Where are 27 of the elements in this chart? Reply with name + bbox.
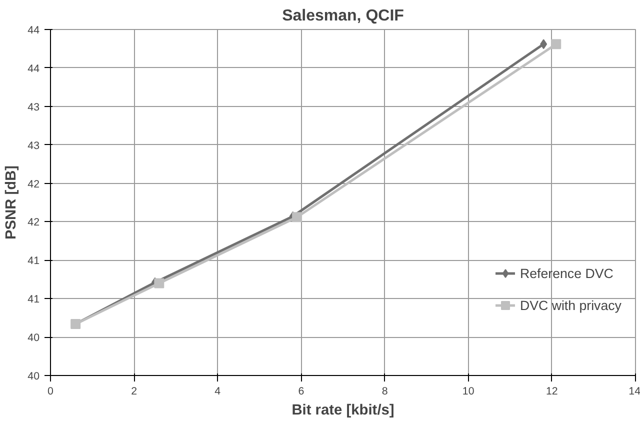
y-tick-label: 44 [28,24,40,36]
y-tick-label: 42 [28,216,40,229]
legend-label: DVC with privacy [520,298,622,312]
chart-title: Salesman, QCIF [282,8,404,24]
x-tick-label: 10 [462,386,474,398]
y-axis-title: PSNR [dB] [4,165,20,240]
x-axis-title: Bit rate [kbit/s] [292,402,394,418]
point [540,39,548,50]
y-tick-label: 44 [28,62,40,75]
y-tick-label: 41 [28,294,40,306]
y-tick-label: 43 [28,101,40,114]
y-tick-label: 42 [28,178,40,190]
point [292,212,302,222]
x-tick-label: 8 [382,386,388,398]
x-tick-label: 12 [546,386,558,398]
y-tick-label: 43 [28,140,40,152]
y-tick-label: 40 [28,370,40,382]
x-tick-label: 0 [48,386,54,398]
legend-label: Reference DVC [520,266,614,280]
y-tick-label: 40 [28,332,40,344]
x-tick-label: 4 [214,386,221,398]
x-tick-label: 6 [298,386,304,398]
point [551,39,562,50]
point [154,278,164,288]
y-tick-label: 41 [28,255,40,268]
x-tick-label: 14 [628,386,640,398]
x-tick-label: 2 [131,386,138,398]
